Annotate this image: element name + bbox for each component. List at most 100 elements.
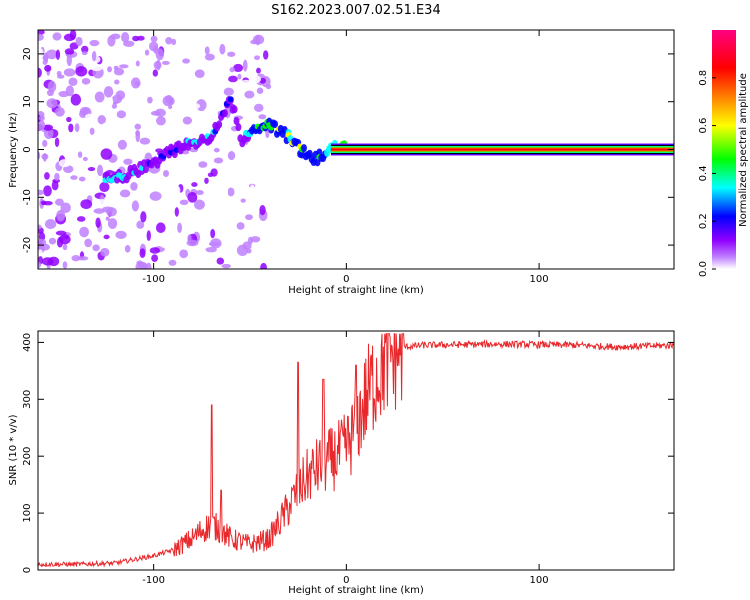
noise-blob (223, 186, 228, 198)
noise-blob (186, 212, 192, 219)
noise-blob (89, 39, 100, 47)
noise-blob (205, 246, 217, 253)
noise-blob (90, 65, 103, 72)
noise-blob (174, 181, 179, 193)
snr-xlabel: Height of straight line (km) (288, 585, 424, 596)
colorbar-tick-label: 0.8 (698, 70, 709, 86)
noise-blob (97, 114, 106, 125)
noise-blob (38, 33, 44, 41)
noise-blob (44, 172, 50, 180)
noise-blob (38, 261, 42, 269)
noise-blob (56, 209, 66, 222)
ridge-halo (300, 144, 307, 153)
noise-blob (38, 224, 42, 230)
noise-blob (42, 153, 47, 162)
noise-blob (47, 80, 57, 93)
noise-blob (229, 67, 236, 73)
ridge-blob (227, 96, 234, 103)
spectrogram-heatmap (38, 30, 674, 269)
y-tick-label: 200 (22, 447, 33, 466)
noise-blob (213, 147, 220, 153)
noise-blob (95, 217, 101, 228)
noise-blob (135, 261, 147, 269)
noise-blob (210, 228, 216, 239)
noise-blob (162, 185, 173, 195)
y-tick-label: -20 (22, 237, 33, 253)
noise-blob (63, 165, 74, 174)
spectrogram-ylabel: Frequency (Hz) (8, 112, 19, 188)
noise-blob (91, 50, 97, 62)
noise-blob (123, 158, 133, 165)
noise-blob (134, 123, 142, 130)
noise-blob (46, 98, 58, 109)
noise-blob (68, 123, 74, 133)
noise-blob (89, 127, 95, 135)
noise-blob (236, 244, 249, 257)
noise-blob (162, 169, 170, 178)
noise-blob (256, 67, 261, 74)
noise-blob (77, 256, 89, 261)
noise-blob (74, 123, 80, 133)
noise-blob (240, 198, 246, 203)
noise-blob (100, 148, 113, 160)
noise-blob (130, 182, 138, 191)
noise-blob (70, 93, 82, 106)
noise-blob (251, 75, 262, 84)
noise-blob (124, 245, 131, 253)
noise-blob (87, 166, 96, 172)
noise-blob (80, 199, 93, 210)
noise-blob (244, 90, 255, 99)
noise-blob (101, 122, 109, 134)
noise-blob (38, 189, 45, 196)
noise-blob (146, 230, 151, 242)
noise-blob (46, 89, 54, 97)
noise-blob (233, 63, 244, 73)
noise-blob (44, 64, 52, 72)
noise-blob (38, 56, 44, 64)
y-tick-label: 10 (22, 95, 33, 108)
snr-panel: -100 0 100 0 100 200 300 400 Height of straight… (8, 330, 675, 596)
noise-blob (179, 249, 189, 259)
noise-blob (145, 262, 152, 269)
noise-blob (195, 190, 204, 196)
noise-blob (43, 124, 54, 131)
noise-blob (114, 79, 120, 85)
noise-blob (245, 214, 253, 221)
snr-ylabel: SNR (10 * v/v) (8, 414, 19, 485)
noise-blob (150, 110, 161, 116)
noise-blob (42, 54, 49, 66)
ridge-halo (216, 120, 223, 129)
x-tick-label: -100 (142, 274, 165, 285)
x-tick-label: 100 (530, 575, 549, 586)
noise-blob (112, 94, 123, 104)
noise-blob (103, 234, 110, 240)
noise-blob (135, 130, 141, 143)
noise-blob (149, 191, 162, 201)
noise-blob (43, 201, 53, 206)
noise-blob (78, 176, 86, 182)
noise-blob (165, 37, 173, 45)
noise-blob (190, 77, 199, 85)
noise-blob (227, 51, 236, 57)
y-tick-label: 0 (22, 146, 33, 152)
noise-blob (186, 239, 199, 247)
noise-blob (168, 259, 177, 266)
noise-blob (66, 116, 72, 123)
noise-blob (194, 69, 205, 79)
noise-blob (223, 87, 234, 96)
noise-blob (152, 69, 159, 77)
noise-blob (144, 49, 150, 56)
x-tick-label: 100 (530, 274, 549, 285)
noise-blob (38, 249, 43, 257)
noise-blob (107, 35, 116, 47)
noise-blob (107, 66, 113, 73)
noise-blob (54, 137, 60, 148)
noise-blob (38, 142, 42, 147)
noise-blob (81, 51, 88, 56)
noise-blob (242, 32, 251, 40)
noise-blob (198, 161, 208, 168)
colorbar-tick-label: 0.4 (698, 165, 709, 181)
noise-blob (221, 263, 231, 269)
noise-blob (147, 96, 153, 104)
noise-blob (92, 244, 100, 252)
